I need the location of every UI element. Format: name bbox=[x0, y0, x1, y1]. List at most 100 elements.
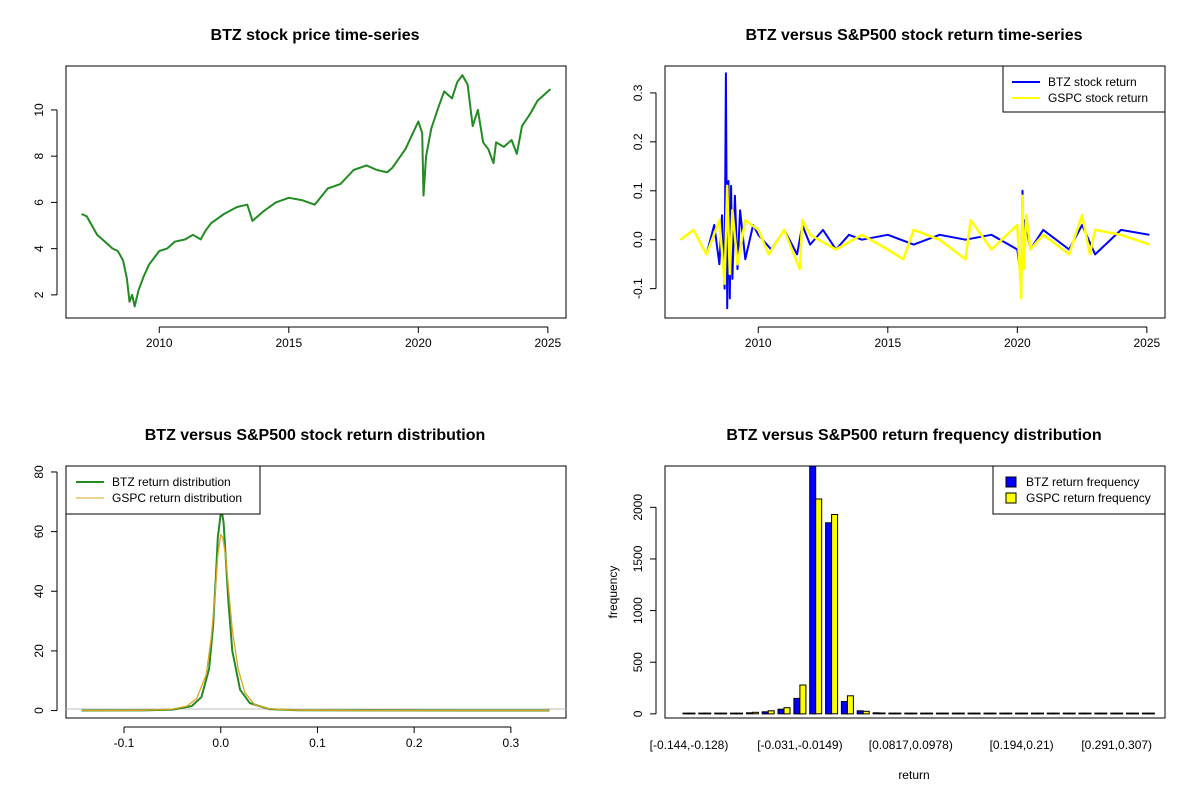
frequency-legend-swatch-gspc bbox=[1005, 492, 1017, 504]
gspc-frequency-bar bbox=[926, 712, 934, 715]
btz-frequency-bar bbox=[1110, 712, 1118, 715]
price-marks bbox=[81, 74, 552, 308]
gspc-frequency-bar bbox=[1068, 712, 1076, 715]
btz-frequency-bar bbox=[999, 712, 1007, 715]
btz-frequency-bar bbox=[714, 712, 722, 715]
btz-frequency-bar bbox=[682, 712, 690, 715]
returns-y-tick-label: 0.1 bbox=[631, 182, 645, 199]
frequency-y-axis-label: frequency bbox=[606, 566, 620, 619]
density-chart-title: BTZ versus S&P500 stock return distribut… bbox=[145, 427, 486, 444]
frequency-y-tick-label: 500 bbox=[631, 652, 645, 672]
gspc-density-line bbox=[81, 533, 550, 712]
gspc-frequency-bar bbox=[688, 712, 696, 715]
btz-frequency-bar bbox=[745, 712, 753, 715]
price-plot-frame bbox=[65, 65, 567, 319]
btz-frequency-bar bbox=[856, 710, 864, 715]
btz-frequency-bar bbox=[872, 712, 880, 715]
frequency-legend-label-gspc: GSPC return frequency bbox=[1026, 491, 1151, 505]
frequency-legend-label-btz: BTZ return frequency bbox=[1026, 475, 1139, 489]
frequency-legend-swatch-btz bbox=[1005, 476, 1017, 488]
returns-y-tick-label: -0.1 bbox=[631, 278, 645, 299]
gspc-frequency-bar bbox=[720, 712, 728, 715]
returns-legend: BTZ stock return GSPC stock return bbox=[1002, 65, 1166, 113]
density-y-tick-label: 60 bbox=[32, 525, 46, 539]
gspc-frequency-bar bbox=[878, 712, 886, 715]
btz-frequency-bar bbox=[1046, 712, 1054, 715]
btz-frequency-bar bbox=[935, 712, 943, 715]
btz-frequency-bar bbox=[888, 712, 896, 715]
price-chart-title: BTZ stock price time-series bbox=[211, 27, 420, 44]
returns-x-tick-label: 2010 bbox=[745, 336, 772, 350]
btz-frequency-bar bbox=[825, 522, 833, 715]
gspc-frequency-bar bbox=[1147, 712, 1155, 715]
btz-frequency-bar bbox=[1094, 712, 1102, 715]
gspc-frequency-bar bbox=[831, 514, 839, 715]
returns-plot-frame bbox=[664, 65, 1166, 319]
frequency-y-tick-label: 0 bbox=[631, 710, 645, 717]
gspc-frequency-bar bbox=[941, 712, 949, 715]
gspc-frequency-bar bbox=[704, 712, 712, 715]
gspc-frequency-bar bbox=[846, 695, 854, 715]
btz-frequency-bar bbox=[730, 712, 737, 715]
density-chart-panel: BTZ versus S&P500 stock return distribut… bbox=[32, 427, 567, 750]
btz-frequency-bar bbox=[1062, 712, 1070, 715]
gspc-return-line bbox=[679, 184, 1150, 300]
gspc-frequency-bar bbox=[973, 712, 981, 715]
density-axes: -0.1 0.0 0.1 0.2 0.3 0 20 40 60 80 bbox=[32, 465, 520, 750]
density-legend-box bbox=[65, 465, 261, 515]
returns-x-tick-label: 2025 bbox=[1134, 336, 1161, 350]
price-y-tick-label: 8 bbox=[32, 153, 46, 160]
frequency-marks bbox=[682, 465, 1155, 715]
frequency-axes: [-0.144,-0.128) [-0.031,-0.0149) [0.0817,0… bbox=[631, 494, 1152, 752]
density-x-tick-label: 0.1 bbox=[309, 736, 326, 750]
btz-frequency-bar bbox=[967, 712, 975, 715]
returns-legend-box bbox=[1002, 65, 1166, 113]
btz-frequency-bar bbox=[777, 708, 785, 715]
returns-x-tick-label: 2015 bbox=[874, 336, 901, 350]
btz-frequency-bar bbox=[1015, 712, 1023, 715]
returns-y-tick-label: 0.3 bbox=[631, 84, 645, 101]
frequency-x-axis-label: return bbox=[898, 768, 929, 782]
gspc-frequency-bar bbox=[1021, 712, 1029, 715]
returns-legend-label-btz: BTZ stock return bbox=[1048, 75, 1137, 89]
density-legend: BTZ return distribution GSPC return dist… bbox=[65, 465, 261, 515]
price-x-tick-label: 2020 bbox=[405, 336, 432, 350]
returns-chart-title: BTZ versus S&P500 stock return time-seri… bbox=[745, 27, 1082, 44]
frequency-x-tick-label: [0.194,0.21) bbox=[990, 738, 1054, 752]
price-y-tick-label: 4 bbox=[32, 245, 46, 252]
gspc-frequency-bar bbox=[957, 712, 965, 715]
btz-frequency-bar bbox=[951, 712, 959, 715]
price-x-tick-label: 2010 bbox=[146, 336, 173, 350]
gspc-frequency-bar bbox=[783, 707, 791, 715]
gspc-frequency-bar bbox=[1100, 712, 1108, 715]
frequency-y-tick-label: 1500 bbox=[631, 545, 645, 572]
btz-frequency-bar bbox=[1031, 712, 1038, 715]
gspc-frequency-bar bbox=[1037, 712, 1044, 715]
density-legend-label-gspc: GSPC return distribution bbox=[112, 491, 242, 505]
price-axes: 2010 2015 2020 2025 2 4 6 8 10 bbox=[32, 103, 562, 350]
gspc-frequency-bar bbox=[815, 498, 823, 715]
gspc-frequency-bar bbox=[1116, 712, 1124, 715]
btz-frequency-bar bbox=[904, 712, 912, 715]
gspc-frequency-bar bbox=[1132, 712, 1139, 715]
btz-frequency-bar bbox=[809, 465, 817, 715]
price-chart-panel: BTZ stock price time-series 2010 2015 2020… bbox=[32, 27, 567, 350]
frequency-plot-frame bbox=[664, 465, 1166, 719]
btz-frequency-bar bbox=[1078, 712, 1086, 715]
gspc-frequency-bar bbox=[910, 712, 918, 715]
returns-chart-panel: BTZ versus S&P500 stock return time-seri… bbox=[631, 27, 1166, 350]
btz-frequency-bar bbox=[1126, 712, 1133, 715]
density-y-tick-label: 40 bbox=[32, 584, 46, 598]
density-y-tick-label: 0 bbox=[32, 707, 46, 714]
btz-frequency-bar bbox=[983, 712, 991, 715]
frequency-x-tick-label: [-0.144,-0.128) bbox=[650, 738, 729, 752]
returns-y-tick-label: 0.0 bbox=[631, 231, 645, 248]
gspc-frequency-bar bbox=[751, 711, 759, 715]
gspc-frequency-bar bbox=[1052, 712, 1060, 715]
frequency-x-tick-label: [0.0817,0.0978) bbox=[869, 738, 953, 752]
returns-y-tick-label: 0.2 bbox=[631, 133, 645, 150]
returns-marks bbox=[679, 72, 1150, 310]
returns-x-tick-label: 2020 bbox=[1004, 336, 1031, 350]
frequency-x-tick-label: [-0.031,-0.0149) bbox=[757, 738, 842, 752]
